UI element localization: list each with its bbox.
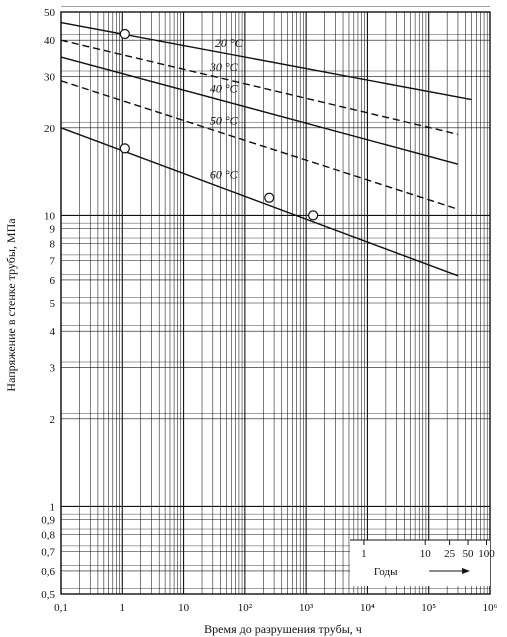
y-tick-label: 8 (50, 239, 56, 251)
series-label: 20 °C (215, 36, 244, 50)
years-axis-title: Годы (374, 566, 398, 578)
data-point-marker (119, 143, 130, 154)
y-tick-label: 40 (44, 35, 56, 47)
series-label: 40 °C (210, 82, 239, 96)
series-line (60, 39, 459, 135)
x-tick-label: 10⁶ (483, 602, 498, 614)
y-tick-label: 1 (50, 501, 56, 513)
x-axis-title: Время до разрушения трубы, ч (204, 622, 362, 636)
x-tick-labels: 0,1 1 10 10² 10³ 10⁴ 10⁵ 10⁶ (54, 602, 497, 614)
y-tick-label: 0,7 (41, 546, 55, 558)
y-tick-label: 3 (50, 363, 56, 375)
years-axis-background (350, 540, 490, 586)
y-tick-label: 0,5 (41, 589, 55, 601)
data-point-marker (119, 28, 130, 40)
series-label: 30 °C (209, 60, 239, 74)
years-tick-label: 1 (361, 548, 367, 560)
years-arrow-head (462, 568, 471, 574)
x-tick-label: 10⁵ (421, 602, 436, 614)
y-tick-label: 10 (44, 210, 56, 222)
years-tick-label: 25 (444, 548, 456, 560)
series-label-layer: 20 °C 30 °C 40 °C 50 °C 60 °C (209, 36, 244, 182)
data-point-marker (308, 210, 319, 221)
y-tick-label: 0,9 (41, 515, 55, 527)
y-tick-label: 50 (44, 7, 56, 19)
y-tick-label: 30 (44, 72, 56, 84)
series-label: 50 °C (210, 113, 239, 127)
years-axis-box: 1 10 25 50 100 Годы (350, 539, 495, 586)
y-tick-label: 5 (50, 298, 56, 310)
series-label: 60 °C (210, 168, 239, 182)
marker-layer (119, 28, 319, 221)
y-tick-label: 4 (50, 326, 56, 338)
y-tick-label: 0,6 (41, 566, 55, 578)
y-axis-title: Напряжение в стенке трубы, МПа (4, 218, 18, 392)
years-tick-label: 100 (478, 548, 495, 560)
y-tick-label: 7 (50, 255, 56, 267)
x-tick-label: 1 (120, 602, 126, 614)
years-tick-label: 10 (420, 548, 432, 560)
data-point-marker (264, 192, 275, 203)
x-tick-label: 10⁴ (360, 602, 375, 614)
x-tick-label: 0,1 (54, 602, 68, 614)
y-tick-label: 0,8 (41, 530, 55, 542)
y-tick-label: 2 (50, 414, 56, 426)
grid-minor (61, 6, 490, 595)
y-tick-labels: 0,5 0,6 0,7 0,8 0,9 1 2 3 4 5 6 7 8 9 10 20 30 40 50 (41, 7, 55, 601)
years-axis-ticks: 1 10 25 50 100 (361, 540, 495, 560)
series-line (60, 80, 459, 210)
x-tick-label: 10 (178, 602, 190, 614)
x-tick-label: 10³ (299, 602, 314, 614)
series-line (60, 56, 459, 165)
years-tick-label: 50 (463, 548, 475, 560)
plot-frame (60, 11, 491, 595)
y-tick-label: 9 (50, 224, 56, 236)
y-tick-label: 6 (50, 275, 56, 287)
x-tick-label: 10² (238, 602, 253, 614)
y-tick-label: 20 (44, 123, 56, 135)
